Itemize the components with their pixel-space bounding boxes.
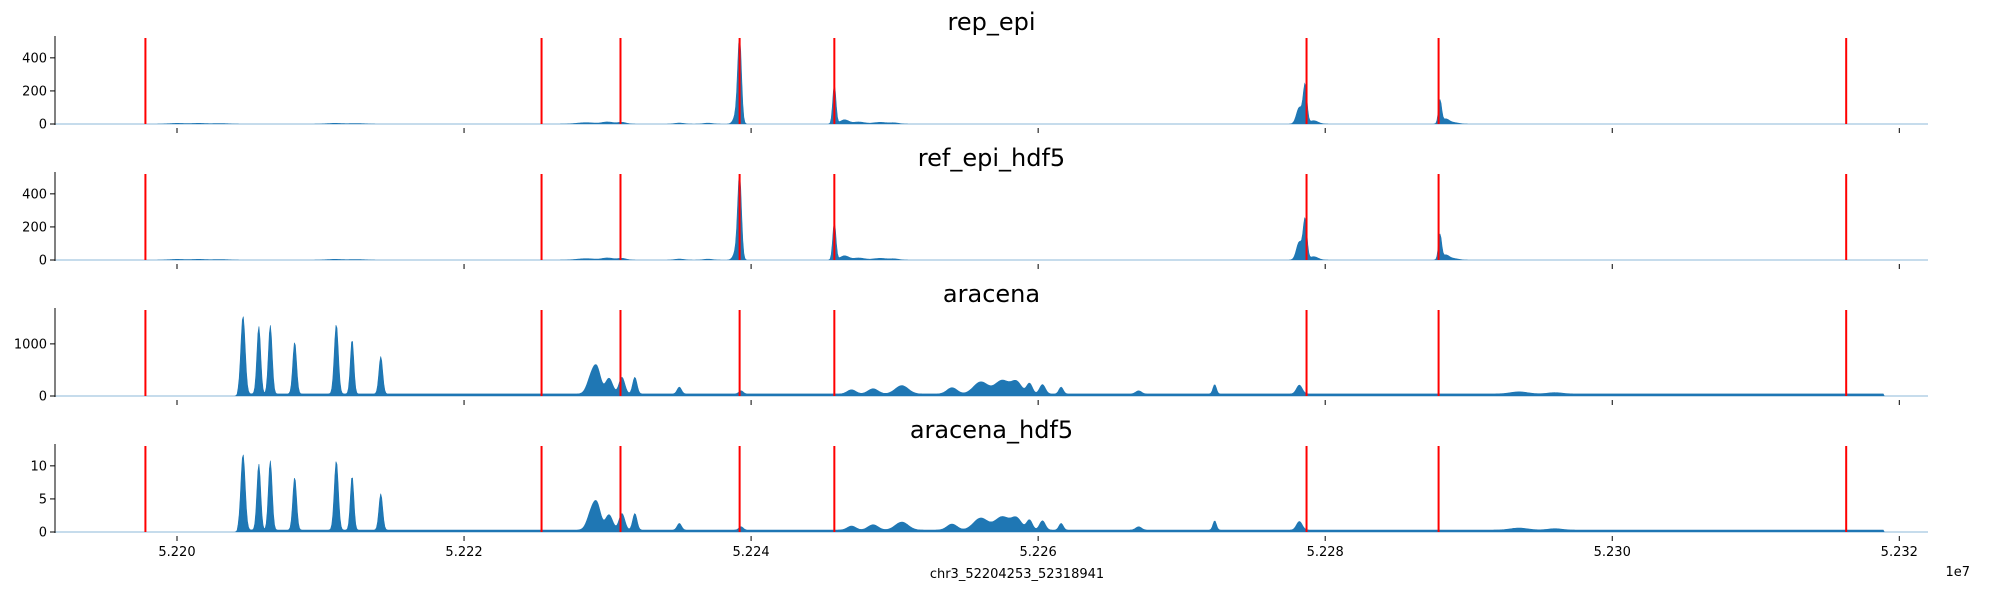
panel-title: aracena_hdf5 bbox=[910, 416, 1073, 444]
y-tick-label: 400 bbox=[22, 187, 47, 202]
panel-title: ref_epi_hdf5 bbox=[918, 144, 1065, 172]
track-panel-4: aracena_hdf5 0 5 10 5.220 5.222 5.224 5.226 5.22… bbox=[30, 416, 1928, 560]
x-tick-label: 5.222 bbox=[445, 545, 482, 560]
coverage-area bbox=[55, 173, 1928, 261]
track-panel-1: rep_epi 0 200 400 bbox=[22, 8, 1928, 133]
x-tick-label: 5.220 bbox=[158, 545, 195, 560]
track-panels: rep_epi 0 200 400 ref_epi_hdf5 0 200 400 aracena… bbox=[14, 8, 1928, 560]
panel-title: aracena bbox=[943, 280, 1040, 308]
track-panel-2: ref_epi_hdf5 0 200 400 bbox=[22, 144, 1928, 269]
x-tick-label: 5.230 bbox=[1594, 545, 1631, 560]
coverage-area bbox=[55, 454, 1928, 533]
x-tick-label: 5.232 bbox=[1881, 545, 1918, 560]
y-tick-label: 200 bbox=[22, 220, 47, 235]
y-tick-label: 1000 bbox=[14, 337, 47, 352]
y-tick-label: 0 bbox=[39, 390, 47, 405]
y-tick-label: 200 bbox=[22, 84, 47, 99]
y-tick-label: 0 bbox=[39, 254, 47, 269]
x-axis-offset-text: 1e7 bbox=[1945, 565, 1970, 580]
x-tick-label: 5.228 bbox=[1307, 545, 1344, 560]
x-axis-label: chr3_52204253_52318941 bbox=[930, 567, 1104, 582]
panel-title: rep_epi bbox=[947, 8, 1035, 36]
x-tick-label: 5.224 bbox=[732, 545, 769, 560]
coverage-area bbox=[55, 316, 1928, 397]
y-tick-label: 0 bbox=[39, 118, 47, 133]
y-tick-label: 10 bbox=[30, 459, 47, 474]
y-tick-label: 400 bbox=[22, 51, 47, 66]
coverage-area bbox=[55, 37, 1928, 125]
x-tick-label: 5.226 bbox=[1020, 545, 1057, 560]
track-panel-3: aracena 0 1000 bbox=[14, 280, 1928, 405]
y-tick-label: 5 bbox=[39, 492, 47, 507]
y-tick-label: 0 bbox=[39, 526, 47, 541]
